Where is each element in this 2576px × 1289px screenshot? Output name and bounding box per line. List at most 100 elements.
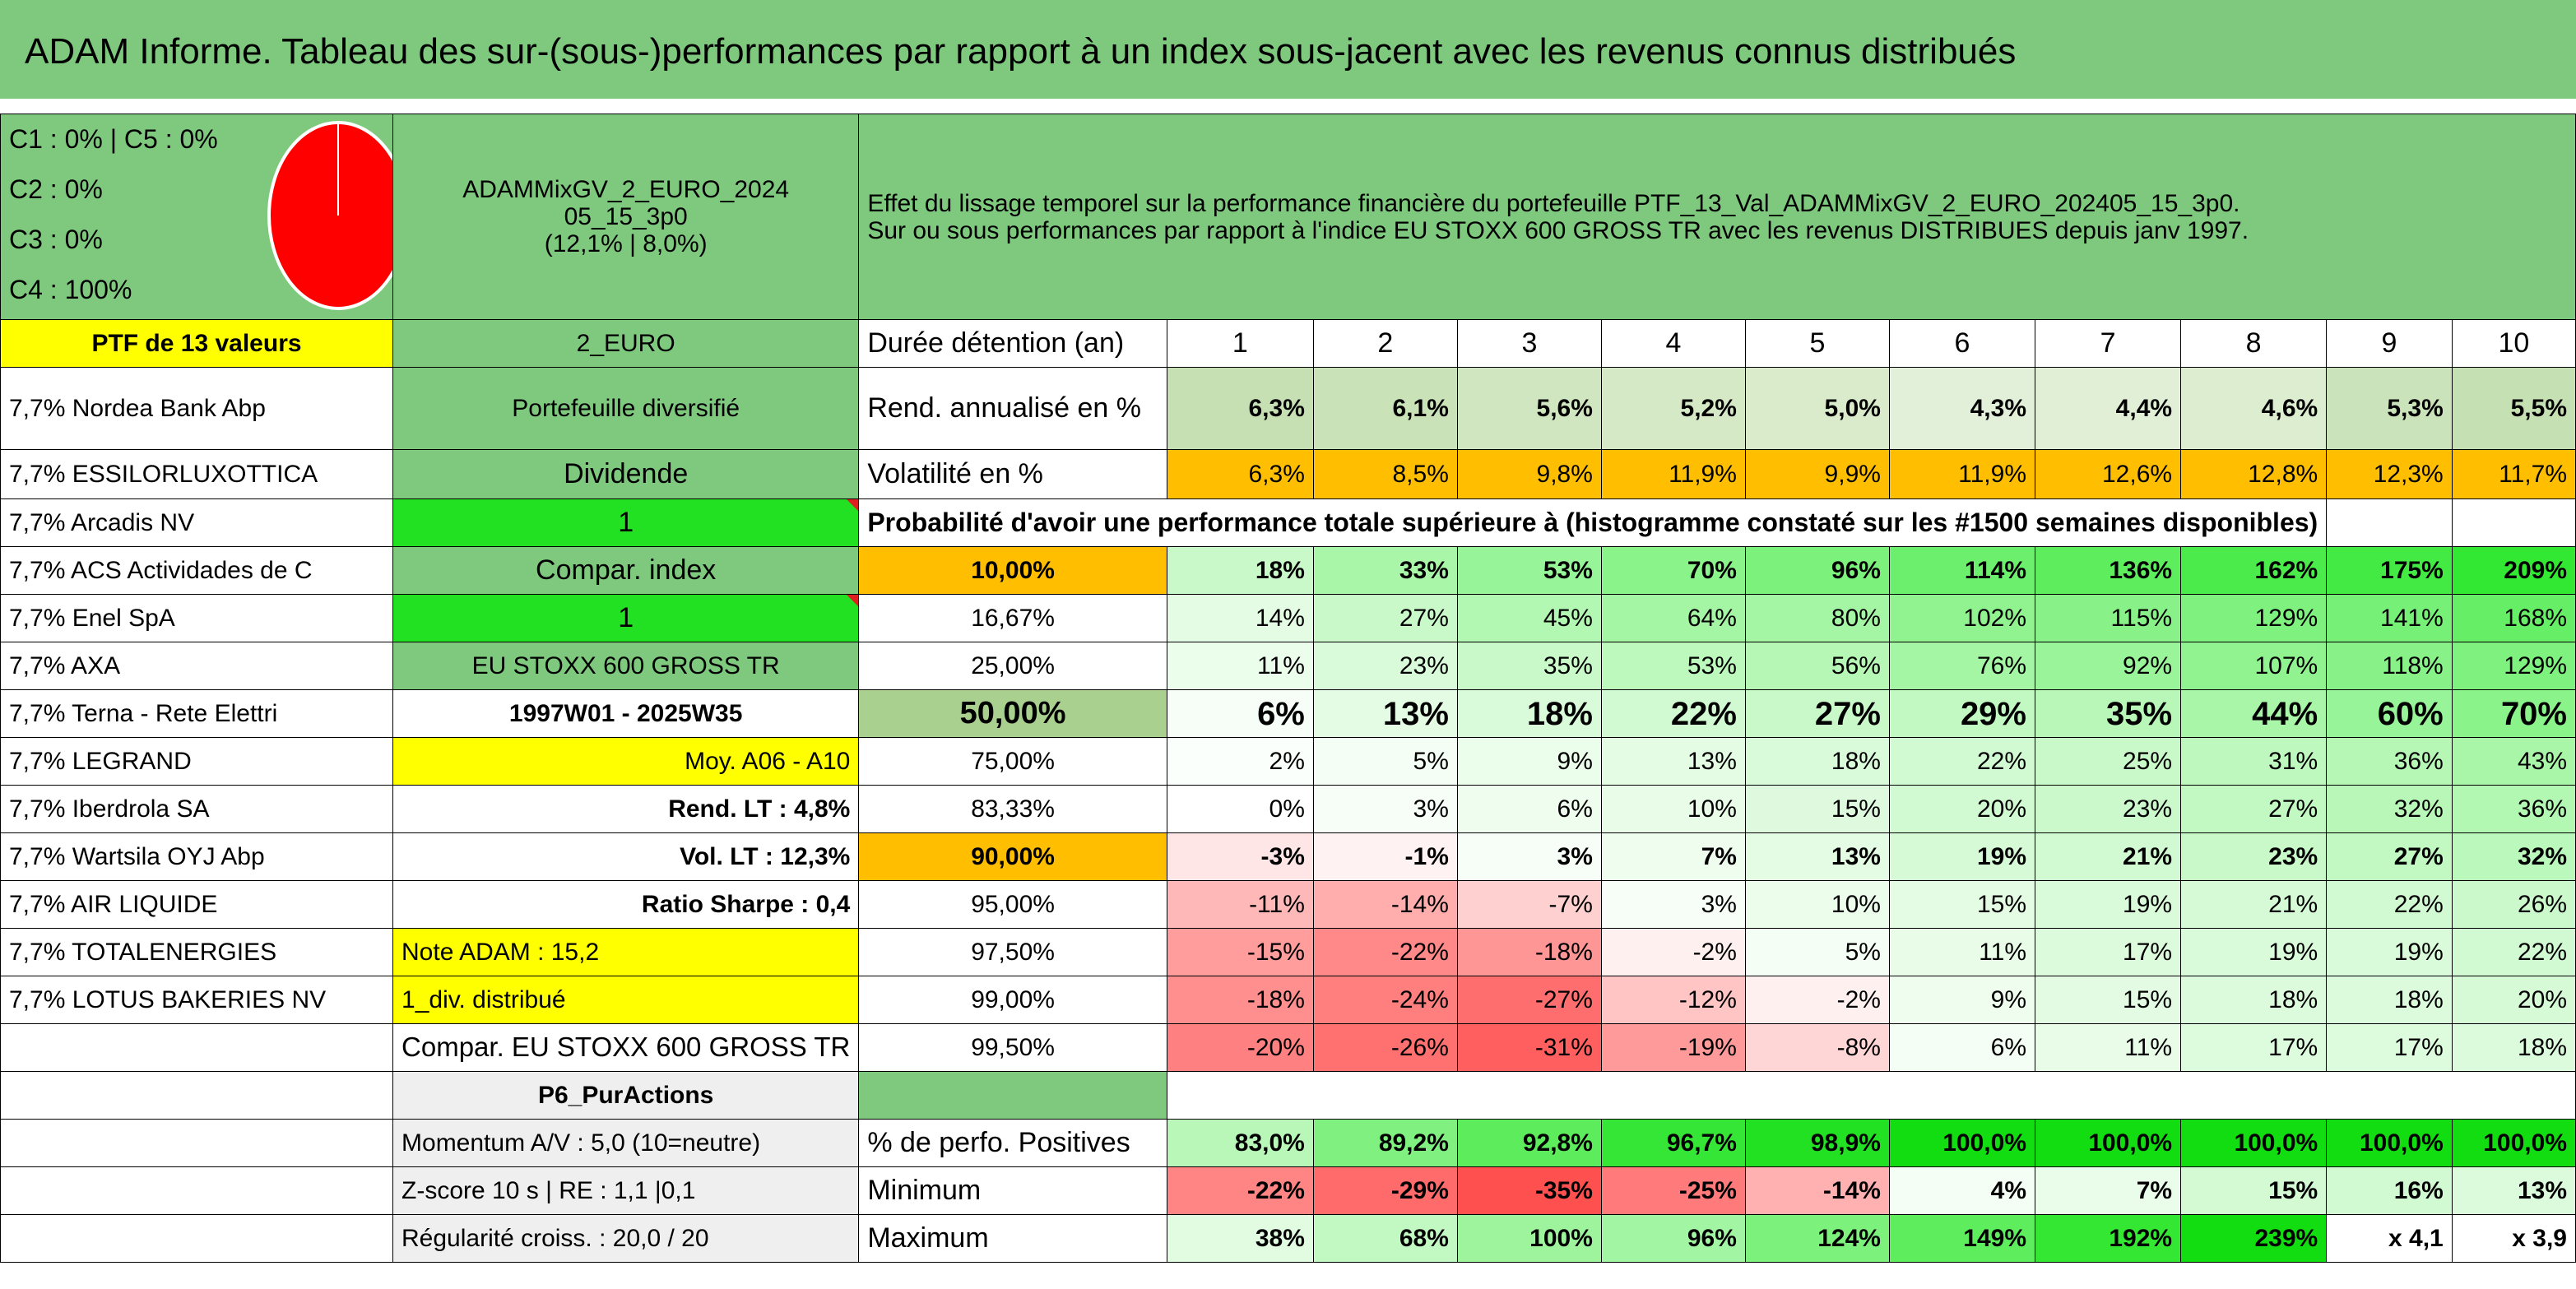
value-cell: 118% xyxy=(2326,642,2453,690)
value-cell: 3% xyxy=(1312,785,1458,833)
value-cell: 11,9% xyxy=(1888,449,2036,499)
value-cell: 26% xyxy=(2451,880,2576,929)
regularite-cell: Régularité croiss. : 20,0 / 20 xyxy=(392,1214,860,1263)
composition-line: C4 : 100% xyxy=(9,275,132,304)
value-cell: -7% xyxy=(1456,880,1602,929)
header-row: C1 : 0% | C5 : 0% C2 : 0% C3 : 0% C4 : 1… xyxy=(0,114,2576,320)
value-cell: 96% xyxy=(1744,546,1890,595)
value-cell: 5,5% xyxy=(2451,367,2576,450)
vol-row: 7,7% ESSILORLUXOTTICA Dividende Volatilité… xyxy=(0,449,2576,499)
value-cell: 17% xyxy=(2034,928,2182,976)
value-cell: 0% xyxy=(1166,785,1314,833)
p6-cell: P6_PurActions xyxy=(392,1071,860,1120)
value-cell: 68% xyxy=(1312,1214,1458,1263)
value-cell: 18% xyxy=(1744,737,1890,786)
vol-lt-cell: Vol. LT : 12,3% xyxy=(392,832,860,881)
prob-row: 7,7% AXA EU STOXX 600 GROSS TR 25,00% 11% 23… xyxy=(0,642,2576,690)
value-cell: 23% xyxy=(1312,642,1458,690)
prob-row: 7,7% Wartsila OYJ Abp Vol. LT : 12,3% 90,0… xyxy=(0,832,2576,881)
year-header: 3 xyxy=(1456,319,1602,368)
value-cell: 53% xyxy=(1600,642,1746,690)
div-cell: 1_div. distribué xyxy=(392,976,860,1024)
value-cell: 10% xyxy=(1600,785,1746,833)
years-row: PTF de 13 valeurs 2_EURO Durée détention (… xyxy=(0,319,2576,368)
value-cell: 7% xyxy=(2034,1166,2182,1215)
value-cell: -22% xyxy=(1166,1166,1314,1215)
value-cell: 60% xyxy=(2326,689,2453,738)
value-cell: 12,6% xyxy=(2034,449,2182,499)
value-cell: 18% xyxy=(2180,976,2328,1024)
year-header: 10 xyxy=(2451,319,2576,368)
duration-label: Durée détention (an) xyxy=(858,319,1167,368)
value-cell: 23% xyxy=(2180,832,2328,881)
value-cell: 168% xyxy=(2451,594,2576,642)
value-cell: 192% xyxy=(2034,1214,2182,1263)
value-cell: 27% xyxy=(2180,785,2328,833)
value-cell: 76% xyxy=(1888,642,2036,690)
value-cell: -18% xyxy=(1166,976,1314,1024)
value-cell: 9,8% xyxy=(1456,449,1602,499)
value-cell: 83,0% xyxy=(1166,1119,1314,1167)
value-cell: 11% xyxy=(1166,642,1314,690)
fund-stats: (12,1% | 8,0%) xyxy=(544,230,708,257)
value-cell: 89,2% xyxy=(1312,1119,1458,1167)
value-cell: 36% xyxy=(2451,785,2576,833)
value-cell: 96% xyxy=(1600,1214,1746,1263)
value-cell: 11,7% xyxy=(2451,449,2576,499)
holding-item: 7,7% Nordea Bank Abp xyxy=(0,367,394,450)
value-cell: 3% xyxy=(1600,880,1746,929)
empty-cell xyxy=(0,1071,394,1120)
compar-full-cell: Compar. EU STOXX 600 GROSS TR xyxy=(392,1023,860,1072)
value-cell: 12,8% xyxy=(2180,449,2328,499)
prob-row: 7,7% Terna - Rete Elettri 1997W01 - 2025W… xyxy=(0,689,2576,738)
value-cell: 162% xyxy=(2180,546,2328,595)
maximum-label: Maximum xyxy=(858,1214,1167,1263)
empty-cell xyxy=(0,1214,394,1263)
rend-row: 7,7% Nordea Bank Abp Portefeuille diversi… xyxy=(0,367,2576,450)
value-cell: x 3,9 xyxy=(2451,1214,2576,1263)
prob-row: 7,7% ACS Actividades de C Compar. index 10… xyxy=(0,546,2576,595)
value-cell: 33% xyxy=(1312,546,1458,595)
value-cell: 100% xyxy=(1456,1214,1602,1263)
value-cell: -20% xyxy=(1166,1023,1314,1072)
year-header: 6 xyxy=(1888,319,2036,368)
value-cell: x 4,1 xyxy=(2326,1214,2453,1263)
flag-cell: 1 xyxy=(392,498,860,547)
value-cell: 15% xyxy=(1888,880,2036,929)
value-cell: -25% xyxy=(1600,1166,1746,1215)
empty-cell xyxy=(0,1023,394,1072)
value-cell: 19% xyxy=(2034,880,2182,929)
prob-row: 7,7% LOTUS BAKERIES NV 1_div. distribué 99… xyxy=(0,976,2576,1024)
composition-line: C2 : 0% xyxy=(9,174,103,204)
value-cell: -19% xyxy=(1600,1023,1746,1072)
value-cell: 13% xyxy=(1744,832,1890,881)
value-cell: 18% xyxy=(2451,1023,2576,1072)
holding-item: 7,7% Arcadis NV xyxy=(0,498,394,547)
value-cell: 13% xyxy=(2451,1166,2576,1215)
moy-cell: Moy. A06 - A10 xyxy=(392,737,860,786)
value-cell: 11,9% xyxy=(1600,449,1746,499)
year-header: 4 xyxy=(1600,319,1746,368)
year-header: 9 xyxy=(2326,319,2453,368)
value-cell: 100,0% xyxy=(2326,1119,2453,1167)
composition-line: C3 : 0% xyxy=(9,225,103,254)
value-cell: 19% xyxy=(1888,832,2036,881)
value-cell: 22% xyxy=(2326,880,2453,929)
value-cell: 27% xyxy=(1744,689,1890,738)
value-cell: 10% xyxy=(1744,880,1890,929)
value-cell: 25% xyxy=(2034,737,2182,786)
value-cell: 11% xyxy=(1888,928,2036,976)
holding-item: 7,7% AXA xyxy=(0,642,394,690)
value-cell: 36% xyxy=(2326,737,2453,786)
zscore-cell: Z-score 10 s | RE : 1,1 |0,1 xyxy=(392,1166,860,1215)
currency-cell: 2_EURO xyxy=(392,319,860,368)
value-cell: 31% xyxy=(2180,737,2328,786)
value-cell: 96,7% xyxy=(1600,1119,1746,1167)
value-cell: 6% xyxy=(1888,1023,2036,1072)
value-cell: -14% xyxy=(1744,1166,1890,1215)
value-cell: -18% xyxy=(1456,928,1602,976)
prob-header: Probabilité d'avoir une performance tota… xyxy=(858,498,2328,547)
percentile-cell: 16,67% xyxy=(858,594,1167,642)
empty-cell xyxy=(1166,1071,2576,1120)
holding-item: 7,7% ACS Actividades de C xyxy=(0,546,394,595)
